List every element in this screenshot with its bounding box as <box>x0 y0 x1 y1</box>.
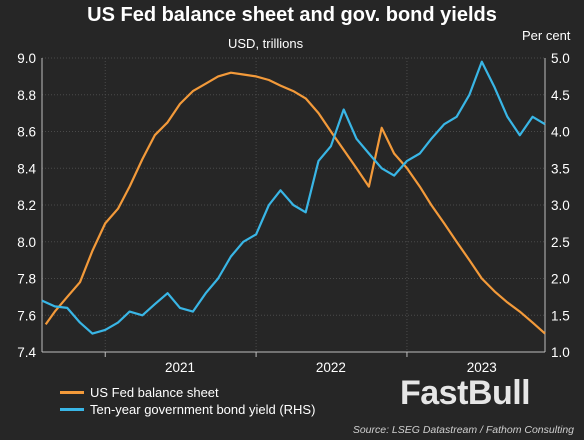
y-right-tick-label: 2.0 <box>551 272 570 287</box>
legend-label: US Fed balance sheet <box>90 385 219 400</box>
legend-swatch <box>60 408 84 411</box>
y-left-tick-label: 8.6 <box>17 125 36 140</box>
source-note: Source: LSEG Datastream / Fathom Consult… <box>352 424 574 436</box>
y-left-tick-label: 7.4 <box>17 345 36 360</box>
watermark-logo: FastBull <box>400 374 531 412</box>
right-axis-label: Per cent <box>522 28 571 43</box>
y-left-tick-label: 9.0 <box>17 51 36 66</box>
grid-lines <box>42 57 545 353</box>
legend-swatch <box>60 391 84 394</box>
y-right-ticks: 1.0 1.5 2.0 2.5 3.0 3.5 4.0 4.5 5.0 <box>551 51 570 360</box>
y-right-tick-label: 4.0 <box>551 125 570 140</box>
y-right-tick-label: 3.5 <box>551 161 570 176</box>
series-group <box>41 60 546 335</box>
y-right-tick-label: 1.0 <box>551 345 570 360</box>
legend-item-bond-yield: Ten-year government bond yield (RHS) <box>60 402 315 417</box>
y-left-tick-label: 8.4 <box>17 161 36 176</box>
y-left-tick-label: 8.2 <box>17 198 36 213</box>
chart-title: US Fed balance sheet and gov. bond yield… <box>87 4 497 26</box>
y-left-tick-label: 8.0 <box>17 235 36 250</box>
y-right-tick-label: 2.5 <box>551 235 570 250</box>
y-left-tick-label: 7.6 <box>17 308 36 323</box>
y-left-tick-label: 7.8 <box>17 272 36 287</box>
series-line-fed-balance-sheet <box>44 71 546 335</box>
x-tick-label: 2023 <box>467 360 497 375</box>
axis-lines <box>41 58 546 357</box>
x-tick-label: 2022 <box>316 360 346 375</box>
x-axis-ticks: 2021 2022 2023 <box>165 360 497 375</box>
y-right-tick-label: 5.0 <box>551 51 570 66</box>
x-tick-label: 2021 <box>165 360 195 375</box>
y-right-tick-label: 1.5 <box>551 308 570 323</box>
legend-label: Ten-year government bond yield (RHS) <box>90 402 316 417</box>
y-right-tick-label: 3.0 <box>551 198 570 213</box>
legend-item-fed-balance-sheet: US Fed balance sheet <box>60 385 219 400</box>
y-left-tick-label: 8.8 <box>17 88 36 103</box>
series-line-bond-yield <box>41 60 546 335</box>
left-axis-label: USD, trillions <box>228 36 304 51</box>
y-right-tick-label: 4.5 <box>551 88 570 103</box>
y-left-ticks: 7.4 7.6 7.8 8.0 8.2 8.4 8.6 8.8 9.0 <box>17 51 36 360</box>
